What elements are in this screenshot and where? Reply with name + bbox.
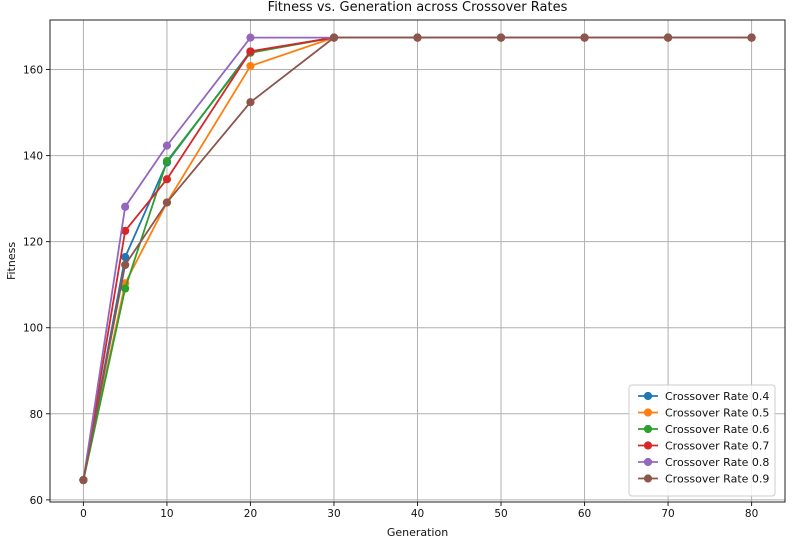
legend-entry-5: Crossover Rate 0.8 — [638, 456, 769, 469]
series-layer — [79, 33, 756, 485]
legend-entry-6: Crossover Rate 0.9 — [638, 473, 769, 486]
legend-entry-4: Crossover Rate 0.7 — [638, 440, 769, 453]
y-tick-label: 140 — [23, 151, 43, 163]
legend: Crossover Rate 0.4 Crossover Rate 0.5 Cros… — [628, 384, 776, 497]
chart-title: Fitness vs. Generation across Crossover … — [268, 0, 568, 15]
data-point — [580, 33, 589, 42]
x-tick-label: 20 — [244, 508, 257, 520]
legend-label: Crossover Rate 0.8 — [665, 456, 769, 469]
series-line — [82, 36, 753, 481]
x-tick-label: 50 — [494, 508, 507, 520]
data-point — [162, 157, 172, 166]
x-tick-label: 80 — [745, 508, 758, 520]
y-tick-label: 80 — [30, 409, 43, 421]
data-point — [246, 47, 255, 56]
legend-entry-1: Crossover Rate 0.4 — [638, 390, 769, 403]
legend-label: Crossover Rate 0.9 — [665, 473, 769, 486]
data-point — [246, 61, 255, 71]
x-tick-label: 0 — [80, 508, 87, 520]
data-point — [121, 260, 130, 269]
data-point — [663, 33, 673, 42]
y-axis-label: Fitness — [5, 242, 18, 280]
data-point — [162, 141, 172, 150]
legend-label: Crossover Rate 0.5 — [665, 407, 769, 420]
legend-entry-3: Crossover Rate 0.6 — [638, 423, 769, 436]
data-point — [329, 33, 339, 42]
series-6 — [79, 33, 756, 485]
legend-marker — [643, 391, 653, 401]
y-tick-label: 60 — [30, 495, 43, 507]
x-tick-label: 40 — [411, 508, 424, 520]
legend-label: Crossover Rate 0.7 — [665, 440, 769, 453]
legend-marker — [643, 441, 653, 450]
legend-marker — [643, 457, 653, 467]
data-point — [747, 33, 756, 42]
axis-ticks: 0 10 20 30 40 50 60 70 80 60 80 100 120 140 160 — [23, 64, 758, 520]
legend-box — [628, 384, 776, 497]
data-point — [162, 198, 172, 207]
data-point — [246, 33, 255, 42]
x-axis-label: Generation — [387, 526, 448, 539]
data-point — [121, 202, 130, 211]
x-tick-label: 70 — [661, 508, 674, 520]
data-point — [496, 33, 506, 42]
x-tick-label: 60 — [578, 508, 591, 520]
legend-marker — [643, 474, 653, 483]
legend-marker — [643, 408, 653, 417]
data-point — [121, 284, 130, 293]
data-point — [79, 475, 88, 485]
data-point — [413, 33, 422, 42]
legend-label: Crossover Rate 0.6 — [665, 423, 769, 436]
data-point — [162, 175, 172, 184]
data-point — [246, 98, 255, 107]
y-tick-label: 100 — [23, 323, 43, 335]
x-tick-label: 10 — [160, 508, 173, 520]
legend-entry-2: Crossover Rate 0.5 — [638, 407, 769, 420]
y-tick-label: 120 — [23, 237, 43, 249]
legend-label: Crossover Rate 0.4 — [665, 390, 769, 403]
x-tick-label: 30 — [327, 508, 340, 520]
y-tick-label: 160 — [23, 64, 43, 76]
legend-marker — [643, 424, 653, 434]
